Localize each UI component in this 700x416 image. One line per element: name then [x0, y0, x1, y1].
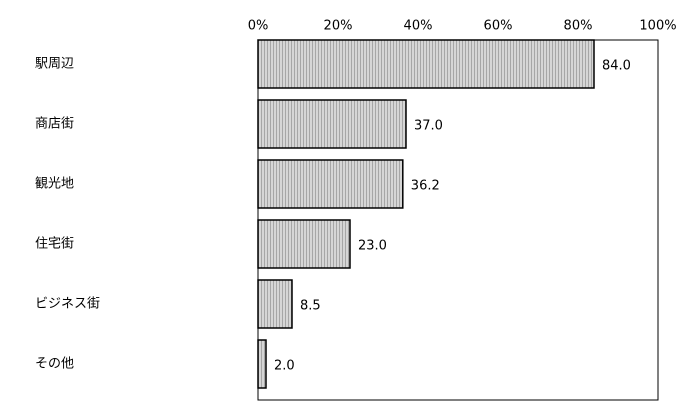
x-tick-label: 20% — [324, 19, 353, 34]
x-tick-label: 40% — [404, 19, 433, 34]
data-label: 23.0 — [358, 239, 387, 254]
bar — [257, 39, 595, 89]
x-tick-label: 100% — [639, 19, 676, 34]
y-tick-label: ビジネス街 — [35, 297, 100, 312]
bar — [257, 279, 293, 329]
x-tick-label: 80% — [564, 19, 593, 34]
bar — [257, 219, 351, 269]
bar — [257, 159, 404, 209]
data-label: 37.0 — [414, 119, 443, 134]
x-tick-label: 0% — [248, 19, 269, 34]
bar — [257, 99, 407, 149]
x-tick-label: 60% — [484, 19, 513, 34]
data-label: 36.2 — [411, 179, 440, 194]
data-label: 84.0 — [602, 59, 631, 74]
y-tick-label: その他 — [35, 357, 74, 372]
data-label: 8.5 — [300, 299, 321, 314]
y-tick-label: 駅周辺 — [35, 57, 74, 72]
y-tick-label: 住宅街 — [35, 237, 74, 252]
y-tick-label: 観光地 — [35, 177, 74, 192]
y-tick-label: 商店街 — [35, 117, 74, 132]
bar — [257, 339, 267, 389]
data-label: 2.0 — [274, 359, 295, 374]
